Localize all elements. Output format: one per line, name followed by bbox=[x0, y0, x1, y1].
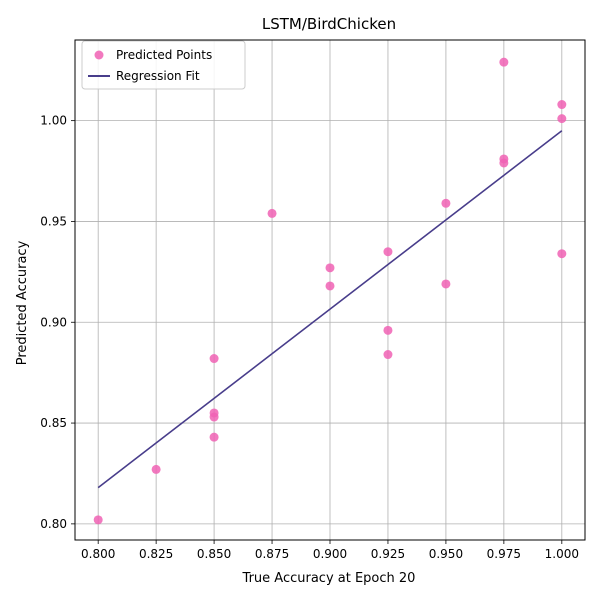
x-tick-label: 0.850 bbox=[197, 547, 231, 561]
chart-title: LSTM/BirdChicken bbox=[262, 15, 396, 33]
x-axis-label: True Accuracy at Epoch 20 bbox=[242, 571, 416, 586]
data-point bbox=[325, 281, 335, 291]
x-tick-label: 0.900 bbox=[313, 547, 347, 561]
data-point bbox=[557, 100, 567, 110]
legend: Predicted Points Regression Fit bbox=[81, 40, 246, 90]
x-tick-label: 1.000 bbox=[545, 547, 579, 561]
regression-layer bbox=[97, 130, 563, 489]
data-point bbox=[93, 515, 103, 525]
data-point bbox=[557, 114, 567, 124]
data-point bbox=[325, 263, 335, 273]
y-axis-label: Predicted Accuracy bbox=[15, 240, 30, 365]
x-tick-label: 0.825 bbox=[139, 547, 173, 561]
x-tick-label: 0.800 bbox=[81, 547, 115, 561]
data-point bbox=[151, 464, 161, 474]
points-layer bbox=[93, 57, 567, 525]
data-point bbox=[209, 408, 219, 418]
legend-label-regression-fit: Regression Fit bbox=[116, 69, 200, 83]
data-point bbox=[441, 279, 451, 289]
data-point bbox=[383, 247, 393, 257]
data-point bbox=[209, 354, 219, 364]
x-axis-ticks: 0.800 0.825 0.850 0.875 0.900 0.925 0.950 0.975… bbox=[81, 540, 579, 561]
y-tick-label: 0.95 bbox=[40, 214, 67, 228]
data-point bbox=[383, 350, 393, 360]
data-point bbox=[209, 432, 219, 442]
y-tick-label: 1.00 bbox=[40, 114, 67, 128]
legend-box bbox=[81, 40, 246, 90]
data-point bbox=[499, 154, 509, 164]
x-tick-label: 0.925 bbox=[371, 547, 405, 561]
x-tick-label: 0.875 bbox=[255, 547, 289, 561]
data-point bbox=[557, 249, 567, 259]
y-tick-label: 0.90 bbox=[40, 315, 67, 329]
data-point bbox=[383, 325, 393, 335]
legend-label-predicted-points: Predicted Points bbox=[116, 48, 212, 62]
y-tick-label: 0.80 bbox=[40, 517, 67, 531]
regression-line bbox=[97, 130, 563, 489]
y-tick-label: 0.85 bbox=[40, 416, 67, 430]
data-point bbox=[441, 198, 451, 208]
data-point bbox=[499, 57, 509, 67]
data-point bbox=[267, 208, 277, 218]
x-tick-label: 0.950 bbox=[429, 547, 463, 561]
legend-marker-predicted-points bbox=[94, 50, 104, 60]
y-axis-ticks: 0.80 0.85 0.90 0.95 1.00 bbox=[40, 114, 75, 531]
x-tick-label: 0.975 bbox=[487, 547, 521, 561]
